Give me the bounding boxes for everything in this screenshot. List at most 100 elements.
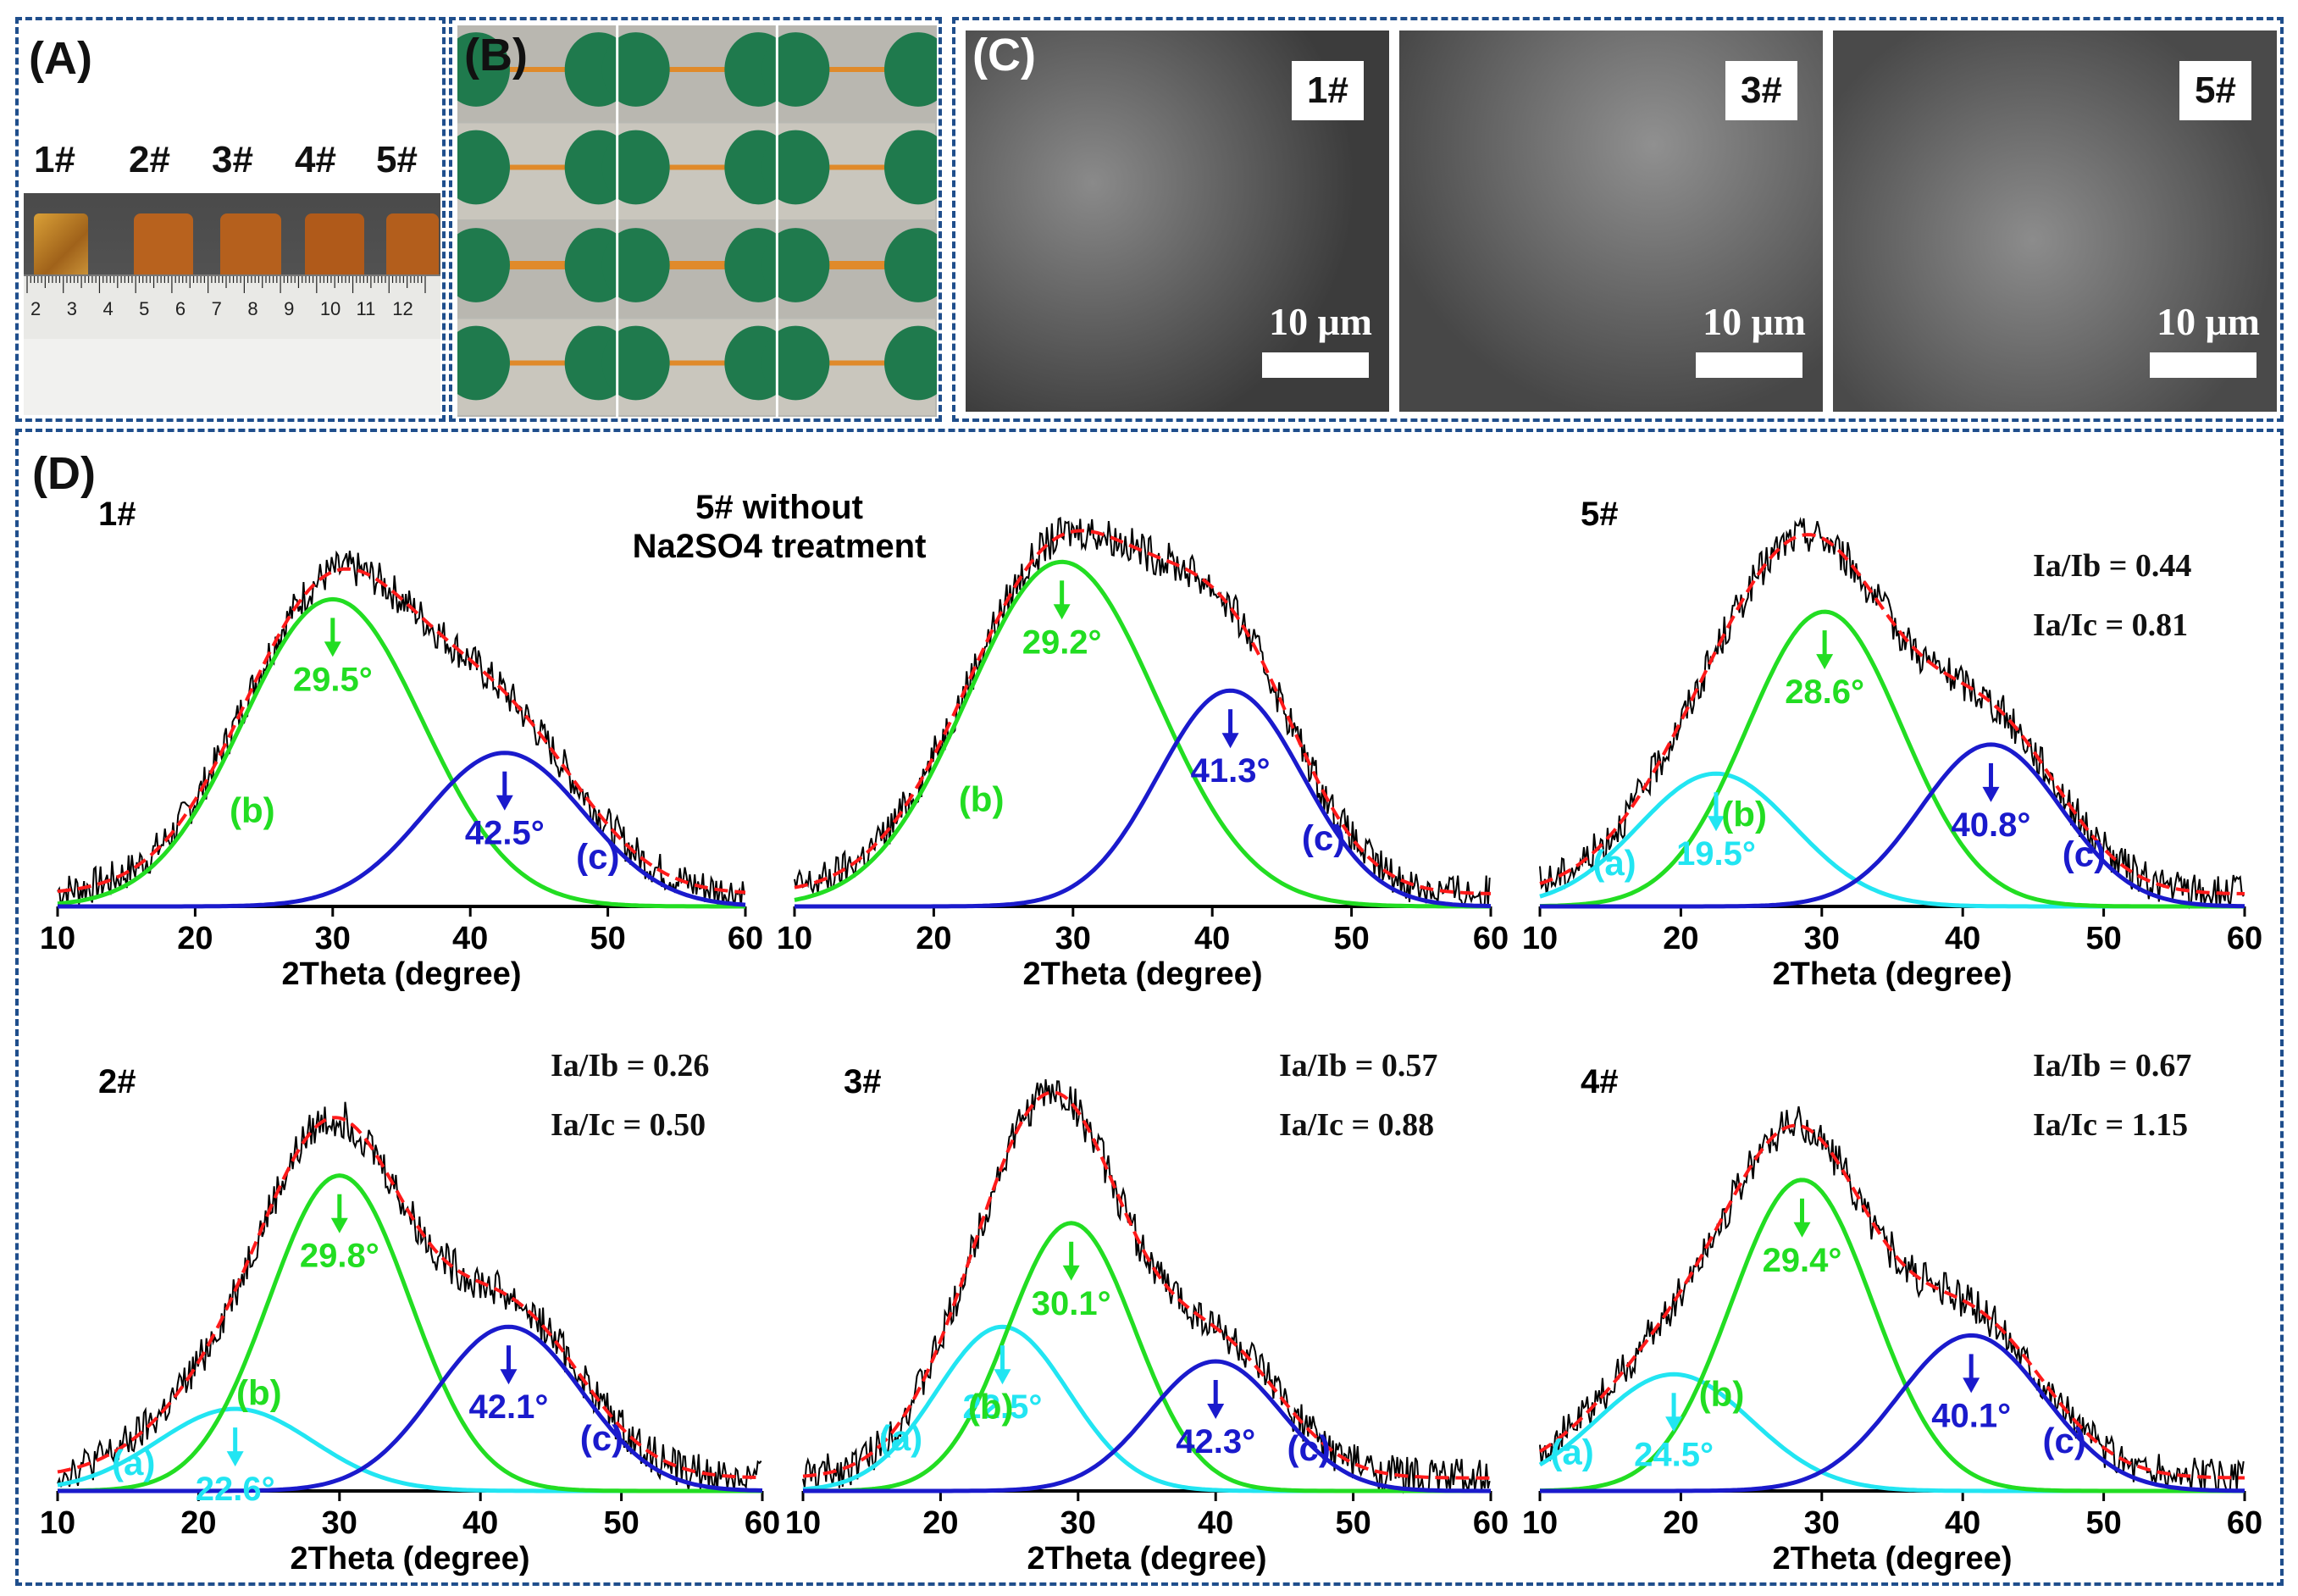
- x-axis-label: 2Theta (degree): [282, 956, 522, 992]
- x-tick-label: 20: [922, 1505, 958, 1541]
- photo-background: [24, 339, 440, 415]
- cumulative-fit-line: [57, 1116, 763, 1480]
- x-axis-label: 2Theta (degree): [291, 1541, 530, 1577]
- x-tick-label: 40: [1945, 1505, 1980, 1541]
- peak-position-label: 30.1°: [1032, 1285, 1111, 1322]
- x-tick-label: 50: [1335, 1505, 1370, 1541]
- fitted-peak-b: [794, 559, 1491, 909]
- x-tick-label: 50: [590, 921, 625, 956]
- peak-arrow-head: [500, 1369, 518, 1385]
- x-tick-label: 10: [777, 921, 812, 956]
- sem-tag: 5#: [2179, 61, 2251, 120]
- raw-xrd-line: [1539, 1106, 2245, 1493]
- sem-image: 1# 10 μm: [966, 30, 1389, 412]
- peak-id-label: (c): [1302, 818, 1345, 858]
- glove-hand: [761, 325, 830, 401]
- fitted-peak-c: [58, 1324, 763, 1493]
- peak-arrow-head: [1708, 816, 1725, 832]
- glove-hand: [884, 228, 937, 302]
- sem-image: 5# 10 μm: [1833, 30, 2277, 412]
- peak-position-label: 22.6°: [196, 1471, 275, 1508]
- glove-hand: [884, 325, 937, 401]
- ruler-number: 5: [139, 298, 149, 319]
- peak-arrow-head: [1207, 1404, 1225, 1419]
- sample-label: 1#: [34, 139, 75, 180]
- ruler: 2 3 4 5 6 7 8 9 10 11 12: [24, 274, 440, 341]
- sample-label: 2#: [129, 139, 170, 180]
- chart-title: 4#: [1581, 1063, 1619, 1100]
- peak-position-label: 29.8°: [300, 1238, 379, 1275]
- peak-id-label: (b): [1721, 795, 1767, 834]
- peak-position-label: 42.1°: [469, 1388, 549, 1426]
- panel-c: 1# 10 μm 3# 10 μm 5# 10 μm (C): [952, 17, 2284, 422]
- peak-arrow-head: [226, 1451, 244, 1467]
- ruler-number: 6: [175, 298, 186, 319]
- xrd-chart-1: 10 20 30 40 50 60 2Theta (degree) 29.5° (b) 42.5°…: [40, 496, 762, 992]
- glove-hand: [884, 32, 937, 107]
- glove-hand: [601, 130, 670, 205]
- peak-id-label: (a): [1550, 1433, 1593, 1472]
- raw-xrd-line: [57, 550, 745, 907]
- glove-hand: [761, 130, 830, 205]
- x-tick-label: 10: [1522, 921, 1558, 956]
- cumulative-fit-line: [802, 1090, 1491, 1480]
- glove-hand: [457, 130, 510, 205]
- chart-title: 5#: [1581, 496, 1619, 533]
- peak-arrow-head: [1221, 733, 1239, 749]
- peak-position-label: 40.1°: [1931, 1397, 2011, 1434]
- panel-a-label: (A): [29, 33, 92, 84]
- sem-tag: 1#: [1292, 61, 1364, 120]
- x-tick-label: 50: [1333, 921, 1369, 956]
- x-tick-label: 10: [1522, 1505, 1558, 1541]
- xrd-chart-4: 10 20 30 40 50 60 2Theta (degree) 24.5° (a) 29.4°…: [1522, 1048, 2262, 1577]
- fitted-peak-c: [58, 751, 746, 909]
- x-tick-label: 50: [2085, 921, 2121, 956]
- peak-arrow-head: [1816, 654, 1834, 670]
- peak-position-label: 42.3°: [1176, 1423, 1255, 1460]
- sem-tag: 3#: [1725, 61, 1797, 120]
- peak-id-label: (b): [968, 1387, 1014, 1427]
- peak-id-label: (a): [879, 1418, 922, 1458]
- peak-id-label: (c): [576, 837, 619, 877]
- sem-image: 3# 10 μm: [1399, 30, 1823, 412]
- scale-bar: [1262, 352, 1369, 378]
- stretch-photo-grid: [457, 25, 937, 417]
- peak-arrow-head: [1963, 1377, 1980, 1394]
- peak-position-label: 29.4°: [1763, 1242, 1842, 1279]
- peak-position-label: 41.3°: [1191, 752, 1271, 790]
- x-tick-label: 20: [180, 1505, 216, 1541]
- peak-arrow-head: [1793, 1222, 1811, 1238]
- x-tick-label: 30: [322, 1505, 357, 1541]
- x-tick-label: 60: [2227, 921, 2262, 956]
- peak-position-label: 40.8°: [1952, 806, 2031, 844]
- x-tick-label: 60: [728, 921, 762, 956]
- peak-position-label: 29.5°: [293, 661, 373, 698]
- cumulative-fit-line: [1538, 1123, 2245, 1480]
- scale-bar-label: 10 μm: [1703, 300, 1806, 343]
- fitted-peak-b: [1539, 609, 2245, 909]
- x-tick-label: 40: [462, 1505, 498, 1541]
- peak-position-label: 29.2°: [1022, 623, 1102, 661]
- intensity-ratio: Ia/Ic = 1.15: [2033, 1107, 2188, 1143]
- sample-label: 4#: [295, 139, 336, 180]
- panel-d: (D): [15, 429, 2284, 1586]
- xrd-chart-2: 10 20 30 40 50 60 2Theta (degree) 22.6° (a) 29.8°…: [40, 1048, 779, 1577]
- fitted-peak-a: [1538, 1372, 2245, 1493]
- glove-hand: [884, 130, 937, 205]
- chart-title: 3#: [844, 1063, 882, 1100]
- ruler-ticks: 2 3 4 5 6 7 8 9 10 11 12: [26, 276, 426, 319]
- fitted-peak-c: [795, 688, 1492, 909]
- x-tick-label: 60: [1473, 921, 1509, 956]
- x-tick-label: 60: [2227, 1505, 2262, 1541]
- x-axis-label: 2Theta (degree): [1773, 956, 2013, 992]
- glove-hand: [457, 228, 510, 302]
- glove-hand: [601, 32, 670, 107]
- peak-id-label: (c): [2043, 1421, 2086, 1460]
- peak-position-label: 24.5°: [1634, 1436, 1714, 1473]
- x-tick-label: 20: [1663, 921, 1698, 956]
- scale-bar: [2150, 352, 2256, 378]
- intensity-ratio: Ia/Ib = 0.57: [1279, 1048, 1437, 1083]
- intensity-ratio: Ia/Ib = 0.26: [551, 1048, 709, 1083]
- ruler-number: 2: [30, 298, 41, 319]
- ruler-number: 3: [67, 298, 77, 319]
